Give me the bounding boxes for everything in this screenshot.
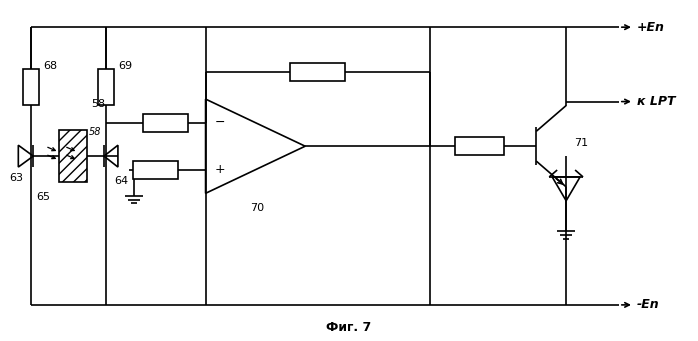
Text: −: − bbox=[214, 116, 225, 129]
Text: 68: 68 bbox=[43, 61, 57, 71]
Bar bbox=[454, 137, 505, 155]
Text: 70: 70 bbox=[251, 203, 265, 213]
Text: к LPT: к LPT bbox=[637, 95, 676, 108]
Text: -En: -En bbox=[637, 298, 660, 311]
Text: 65: 65 bbox=[36, 192, 50, 202]
Bar bbox=[98, 69, 114, 105]
Text: 69: 69 bbox=[118, 61, 132, 71]
Text: Фиг. 7: Фиг. 7 bbox=[327, 321, 371, 334]
Text: 63: 63 bbox=[9, 173, 23, 183]
Text: +: + bbox=[214, 163, 225, 176]
Bar bbox=[290, 63, 345, 81]
Text: +En: +En bbox=[637, 21, 664, 34]
Bar bbox=[133, 161, 178, 179]
Bar bbox=[143, 114, 188, 132]
Text: 64: 64 bbox=[114, 176, 128, 186]
Text: 71: 71 bbox=[574, 138, 588, 148]
Bar bbox=[59, 130, 87, 182]
Text: 58: 58 bbox=[89, 127, 101, 137]
Text: 58: 58 bbox=[91, 99, 105, 108]
Bar bbox=[23, 69, 39, 105]
